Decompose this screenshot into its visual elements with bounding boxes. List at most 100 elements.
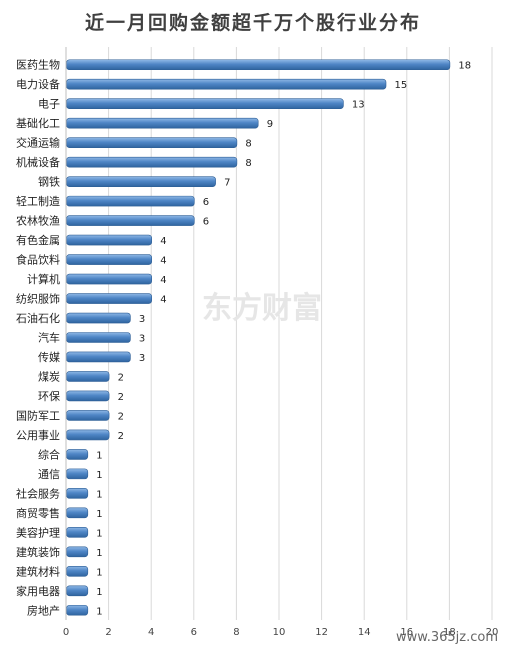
x-axis: 0 2 4 6 8 10 12 14 16 18 20: [63, 47, 499, 638]
data-label: 2: [118, 372, 124, 383]
category-label: 社会服务: [16, 486, 60, 500]
data-label: 6: [203, 217, 209, 228]
data-label: 1: [96, 528, 102, 539]
x-tick-label: 2: [105, 627, 111, 638]
category-label: 美容护理: [16, 525, 60, 539]
data-label: 6: [203, 197, 209, 208]
bar: [66, 351, 131, 363]
data-label: 1: [96, 489, 102, 500]
data-label: 3: [139, 314, 145, 325]
bar: [66, 176, 216, 187]
bar: [66, 527, 89, 538]
bar: [66, 585, 89, 597]
bar: [66, 215, 195, 226]
category-label: 公用事业: [16, 429, 60, 442]
bar: [66, 390, 110, 402]
data-label: 8: [245, 158, 251, 169]
x-tick-label: 16: [400, 627, 413, 638]
bar: [66, 371, 110, 382]
category-label: 煤炭: [38, 370, 60, 383]
category-label: 医药生物: [16, 58, 60, 72]
category-label: 汽车: [38, 331, 60, 345]
bar: [66, 156, 238, 168]
chart-title: 近一月回购金额超千万个股行业分布: [84, 12, 421, 34]
x-tick-label: 20: [486, 627, 499, 638]
data-label: 4: [160, 295, 166, 306]
bar: [66, 59, 451, 71]
x-tick-label: 12: [315, 627, 328, 638]
bar: [66, 449, 89, 460]
category-label: 石油石化: [16, 311, 60, 325]
category-label: 电力设备: [16, 77, 60, 91]
data-label: 4: [160, 256, 166, 267]
data-label: 1: [96, 509, 102, 520]
data-label: 3: [139, 353, 145, 364]
category-label: 纺织服饰: [16, 292, 60, 306]
data-label: 15: [395, 80, 408, 91]
bar: [66, 254, 152, 265]
bar: [66, 137, 238, 148]
bar: [66, 604, 89, 616]
watermark: 东方财富: [202, 291, 322, 326]
category-label: 传媒: [38, 351, 60, 364]
bar: [66, 234, 152, 246]
data-label: 2: [118, 411, 124, 422]
category-label: 国防军工: [16, 408, 60, 422]
category-label: 综合: [38, 447, 60, 461]
data-label: 1: [96, 450, 102, 461]
category-label: 电子: [38, 98, 60, 111]
category-label: 计算机: [27, 272, 60, 286]
site-watermark: www.365jz.com: [396, 630, 498, 645]
category-label: 轻工制造: [16, 194, 60, 208]
bar: [66, 332, 131, 343]
x-tick-label: 6: [191, 627, 197, 638]
category-label: 房地产: [27, 603, 60, 617]
data-label: 8: [245, 139, 251, 150]
category-label: 基础化工: [16, 116, 60, 130]
bar: [66, 429, 110, 441]
category-label: 家用电器: [16, 584, 60, 598]
data-label: 2: [118, 392, 124, 403]
data-label: 13: [352, 100, 365, 111]
data-label: 9: [267, 119, 273, 130]
bar: [66, 117, 259, 129]
bar: [66, 468, 89, 480]
data-label: 4: [160, 236, 166, 247]
category-label: 商贸零售: [16, 506, 60, 520]
category-label: 环保: [38, 389, 60, 403]
data-label: 4: [160, 275, 166, 286]
x-tick-label: 18: [443, 627, 456, 638]
bar: [66, 98, 344, 110]
category-label: 通信: [38, 468, 60, 481]
bar: [66, 293, 152, 304]
data-label: 1: [96, 548, 102, 559]
bar: [66, 410, 110, 421]
x-tick-label: 14: [358, 627, 371, 638]
x-tick-label: 0: [63, 627, 69, 638]
category-label: 钢铁: [38, 176, 60, 189]
data-label: 1: [96, 606, 102, 617]
data-label: 1: [96, 567, 102, 578]
bar: [66, 273, 152, 285]
bar: [66, 312, 131, 324]
data-label: 18: [458, 61, 471, 72]
data-label: 3: [139, 334, 145, 345]
data-label: 1: [96, 470, 102, 481]
bar: [66, 78, 387, 90]
bar: [66, 507, 89, 519]
category-label: 有色金属: [16, 233, 60, 247]
category-label: 农林牧渔: [16, 214, 60, 228]
data-label: 2: [118, 431, 124, 442]
category-label: 建筑装饰: [16, 545, 60, 559]
bar: [66, 195, 195, 207]
x-tick-label: 8: [233, 627, 239, 638]
category-label: 交通运输: [16, 136, 60, 150]
x-tick-label: 10: [273, 627, 286, 638]
bar: [66, 565, 89, 577]
data-label: 7: [224, 178, 230, 189]
category-label: 建筑材料: [16, 564, 60, 578]
bar: [66, 546, 89, 558]
